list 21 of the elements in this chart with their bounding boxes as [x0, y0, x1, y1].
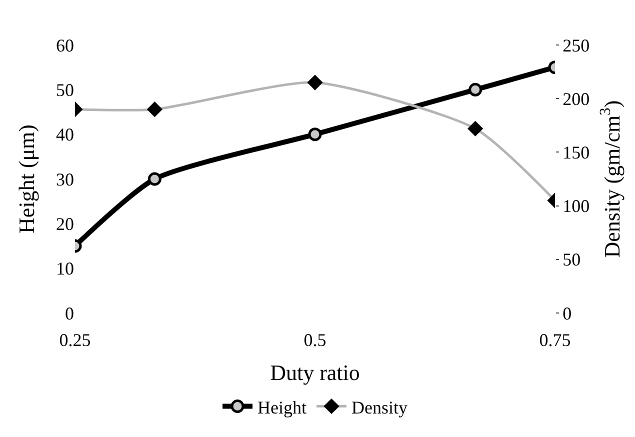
y-tick-label: 40 — [56, 124, 74, 145]
y2-tick-label: 200 — [562, 88, 590, 109]
y-tick-label: 0 — [65, 303, 74, 324]
y2-tick-label: 0 — [562, 303, 572, 324]
y2-tick-label: 150 — [562, 142, 590, 162]
legend-label: Height — [258, 397, 306, 418]
point — [308, 128, 322, 142]
y-tick-label: 10 — [56, 258, 74, 279]
y-tick-label: 20 — [56, 214, 74, 234]
legend-label: Density — [352, 397, 408, 418]
y-tick-label: 50 — [56, 80, 74, 100]
y-tick-label: 60 — [56, 35, 74, 56]
y-axis-title: Height (μm) — [14, 124, 39, 234]
y2-tick-label: 50 — [562, 250, 581, 270]
y-tick-label: 30 — [56, 169, 74, 190]
x-tick-label: 0.25 — [59, 330, 91, 350]
y2-tick-label: 100 — [562, 196, 590, 216]
x-tick-label: 0.5 — [304, 330, 326, 350]
x-tick-label: 0.75 — [539, 330, 571, 350]
x-axis-title: Duty ratio — [270, 360, 360, 385]
y2-tick-label: 250 — [562, 35, 590, 56]
